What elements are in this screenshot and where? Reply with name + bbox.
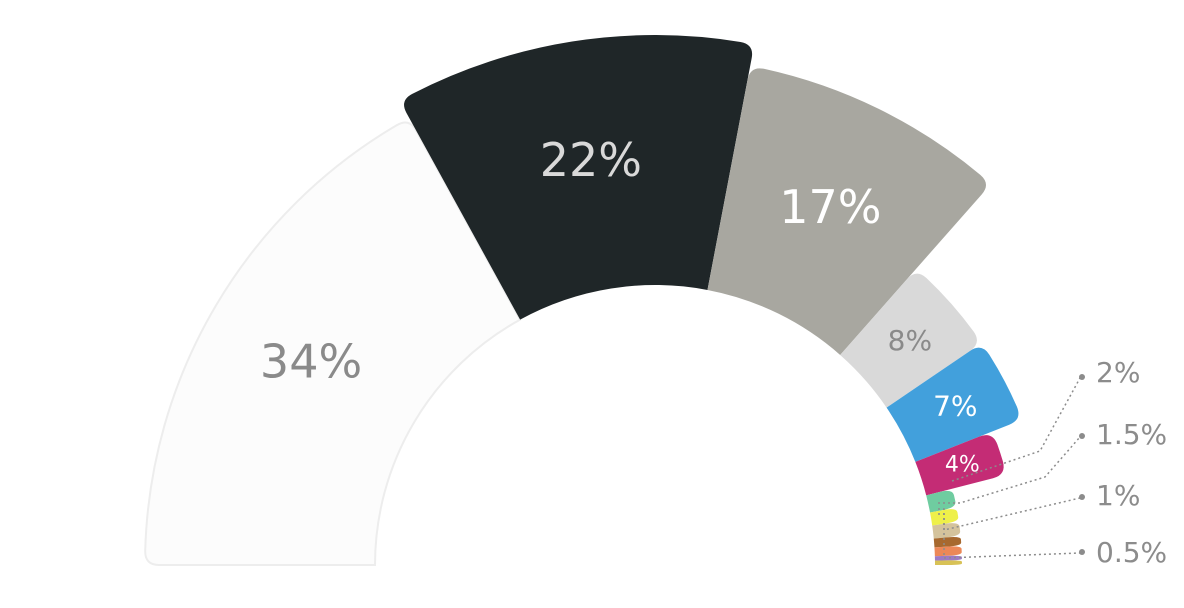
slice-1 xyxy=(404,34,753,320)
slice-9 xyxy=(933,537,962,548)
callout-dot-0-5 xyxy=(1079,549,1085,555)
slice-label-1: 22% xyxy=(540,133,642,187)
slice-6 xyxy=(926,490,956,513)
slice-10 xyxy=(934,546,962,557)
slice-label-4: 7% xyxy=(933,389,977,422)
slice-4 xyxy=(886,347,1019,462)
slice-12 xyxy=(934,560,962,565)
callout-line-2 xyxy=(951,377,1081,482)
slice-3 xyxy=(840,273,977,408)
slice-7 xyxy=(930,509,959,526)
slice-label-2: 17% xyxy=(779,180,881,234)
slice-label-0: 34% xyxy=(260,335,362,389)
slice-5 xyxy=(915,435,1004,496)
chart-slices xyxy=(144,34,1019,566)
slice-11 xyxy=(934,555,962,561)
slice-label-3: 8% xyxy=(888,324,932,357)
callout-label-2: 2% xyxy=(1096,356,1140,389)
slice-2 xyxy=(707,68,986,355)
callout-label-0-5: 0.5% xyxy=(1096,536,1167,569)
callout-line-1-5 xyxy=(938,436,1081,504)
callout-dot-1 xyxy=(1079,494,1085,500)
chart-callouts: 2% 1.5% 1% 0.5% xyxy=(938,356,1167,569)
slice-0 xyxy=(144,121,522,566)
callout-label-1: 1% xyxy=(1096,479,1140,512)
callout-dot-2 xyxy=(1079,374,1085,380)
chart-slice-labels: 34% 22% 17% 8%7% 4% xyxy=(260,133,980,478)
slice-label-5: 4% xyxy=(945,453,980,478)
callout-dot-1-5 xyxy=(1079,433,1085,439)
slice-8 xyxy=(932,523,961,539)
callout-label-1-5: 1.5% xyxy=(1096,418,1167,451)
